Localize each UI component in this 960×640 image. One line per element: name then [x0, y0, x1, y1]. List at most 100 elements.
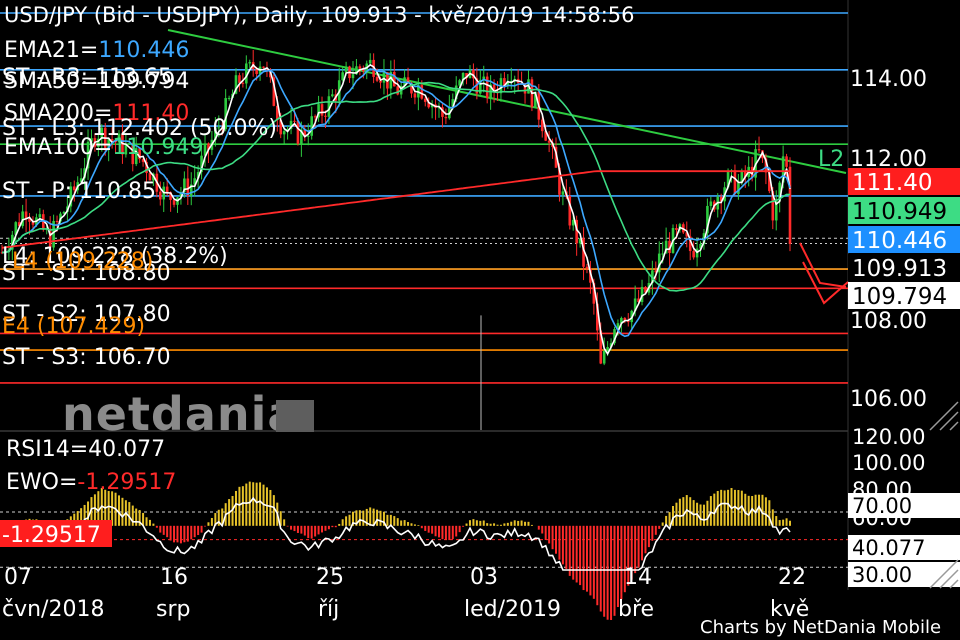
candle-body — [11, 234, 14, 250]
candle-body — [300, 129, 303, 144]
ewo-bar — [138, 509, 141, 526]
ewo-bar — [589, 525, 592, 596]
ewo-bar — [565, 525, 568, 569]
candle-body — [62, 212, 66, 214]
ewo-bar — [410, 523, 413, 526]
ewo-bar — [761, 494, 764, 526]
candle-body — [778, 182, 781, 201]
ewo-bar — [654, 525, 657, 535]
candle-body — [382, 72, 386, 83]
time-tick-month: led/2019 — [464, 597, 561, 622]
ewo-bar — [775, 516, 778, 526]
candle-body — [733, 170, 737, 194]
sma200-line — [1, 170, 790, 249]
candle-body — [420, 85, 424, 99]
ewo-bar — [310, 525, 313, 539]
ewo-bar — [93, 494, 96, 526]
candle-body — [193, 178, 196, 185]
resize-grip-icon[interactable] — [929, 401, 959, 431]
ewo-bar — [716, 490, 719, 526]
ewo-bar — [358, 510, 361, 526]
candle-body — [406, 77, 410, 84]
candle-body — [561, 191, 565, 195]
candle-body — [186, 178, 190, 197]
osc-badge-rsi: 40.077 — [848, 535, 960, 560]
ewo-bar — [524, 521, 527, 526]
time-tick-month: bře — [618, 597, 654, 622]
candle-body — [441, 107, 444, 117]
candle-body — [585, 266, 589, 269]
ewo-bar — [754, 494, 757, 526]
ewo-bar — [620, 525, 623, 600]
time-tick-day: 07 — [4, 565, 32, 590]
candle-body — [568, 195, 572, 226]
ewo-bar — [396, 518, 399, 526]
candle-body — [596, 303, 599, 331]
candle-body — [547, 140, 551, 143]
ewo-bar — [658, 525, 661, 529]
candle-body — [279, 120, 283, 135]
ewo-bar — [403, 520, 406, 526]
candle-body — [781, 156, 785, 183]
ewo-bar — [365, 508, 368, 526]
ewo-bar — [87, 501, 90, 526]
candle-body — [248, 62, 252, 64]
ewo-bar — [668, 512, 671, 526]
ewo-bar — [369, 507, 372, 526]
ewo-bar — [334, 525, 337, 528]
ewo-bar — [496, 524, 499, 526]
ewo-bar — [475, 520, 478, 526]
ewo-bar — [764, 497, 767, 526]
ewo-bar — [400, 520, 403, 526]
time-tick-day: 14 — [624, 565, 652, 590]
ewo-bar — [713, 493, 716, 526]
ewo-bar — [348, 514, 351, 526]
candle-body — [688, 236, 692, 252]
ewo-bar — [434, 525, 437, 537]
candle-body — [427, 101, 430, 108]
ewo-bar — [458, 525, 461, 533]
ewo-bar — [255, 482, 258, 526]
ewo-bar — [482, 520, 485, 526]
candle-body — [444, 116, 448, 119]
ewo-bar — [162, 525, 165, 535]
ewo-bar — [241, 486, 244, 526]
ewo-bar — [417, 525, 420, 526]
candle-body — [774, 200, 778, 221]
ewo-bar — [444, 525, 447, 541]
ewo-bar — [517, 520, 520, 526]
candle-body — [465, 72, 468, 79]
resize-grip-icon[interactable] — [929, 559, 959, 589]
ewo-bar — [644, 525, 647, 554]
projection-arrow — [799, 242, 847, 288]
pivot-label-l3: ST - L3: 112.402 (50.0%) — [2, 116, 277, 141]
candle-body — [214, 127, 217, 140]
time-tick-month: čvn/2018 — [2, 597, 104, 622]
candle-body — [362, 68, 365, 72]
candle-body — [282, 131, 286, 135]
candle-body — [609, 343, 613, 348]
candle-body — [59, 213, 62, 222]
moving-averages — [1, 63, 791, 356]
candle-body — [124, 144, 128, 155]
candle-body — [623, 317, 627, 322]
rsi-label: RSI14=40.077 — [6, 437, 165, 462]
candle-body — [430, 104, 434, 108]
ewo-bar — [321, 525, 324, 533]
ewo-bar — [393, 516, 396, 526]
candle-body — [196, 172, 200, 179]
ewo-bar — [193, 525, 196, 538]
candle-body — [654, 270, 658, 273]
trendline-label-l2: L2 — [818, 147, 844, 172]
candle-body — [128, 142, 131, 145]
candle-body — [286, 129, 289, 132]
candle-body — [554, 146, 558, 168]
candle-body — [138, 148, 141, 160]
candle-body — [692, 251, 695, 258]
candle-body — [262, 66, 265, 68]
time-tick-month: srp — [156, 597, 190, 622]
candle-body — [289, 120, 293, 130]
ewo-bar — [173, 525, 176, 543]
footer-credit: Charts by NetDania Mobile — [700, 617, 941, 638]
